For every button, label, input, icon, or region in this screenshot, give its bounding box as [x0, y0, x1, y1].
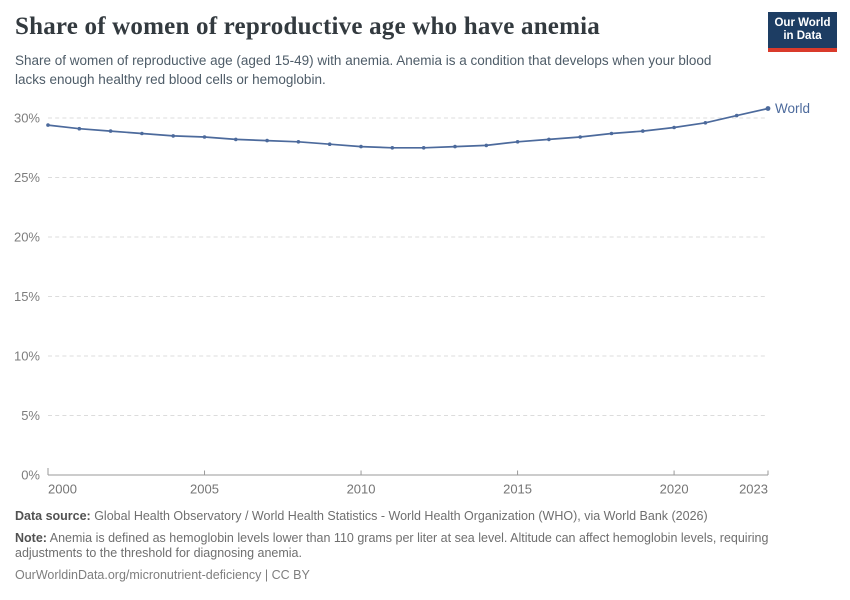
- data-point-2015[interactable]: [515, 140, 520, 144]
- data-point-2020[interactable]: [672, 125, 676, 130]
- x-axis-label-2020: 2020: [660, 482, 689, 497]
- y-axis-label-20: 20%: [14, 230, 40, 245]
- owid-logo-line1: Our World: [774, 17, 831, 29]
- data-point-2014[interactable]: [484, 143, 489, 148]
- data-point-2013[interactable]: [453, 144, 457, 149]
- series-line-world[interactable]: [47, 107, 769, 149]
- data-point-2003[interactable]: [140, 131, 144, 136]
- data-point-2017[interactable]: [578, 135, 582, 139]
- data-point-2021[interactable]: [703, 121, 708, 125]
- owid-logo-line2: in Data: [783, 30, 822, 42]
- data-point-2023[interactable]: [765, 106, 771, 111]
- data-point-2006[interactable]: [234, 137, 238, 142]
- data-point-2004[interactable]: [171, 134, 175, 138]
- x-axis-label-2023: 2023: [739, 482, 768, 497]
- y-axis-label-5: 5%: [21, 408, 40, 423]
- data-point-2019[interactable]: [641, 129, 645, 133]
- license-link[interactable]: CC BY: [271, 567, 310, 582]
- data-point-2010[interactable]: [359, 144, 363, 149]
- owid-logo[interactable]: Our World in Data: [768, 12, 837, 52]
- data-point-2011[interactable]: [390, 146, 395, 150]
- y-axis-label-10: 10%: [14, 349, 40, 364]
- data-source-line: Data source: Global Health Observatory /…: [15, 509, 827, 525]
- data-point-2012[interactable]: [421, 146, 426, 150]
- x-axis-label-2015: 2015: [503, 482, 532, 497]
- note-line: Note: Anemia is defined as hemoglobin le…: [15, 531, 827, 562]
- credit-line: OurWorldinData.org/micronutrient-deficie…: [15, 568, 827, 584]
- data-point-2016[interactable]: [547, 137, 551, 142]
- data-point-2008[interactable]: [296, 140, 301, 144]
- data-point-2002[interactable]: [108, 129, 113, 133]
- data-point-2022[interactable]: [734, 113, 739, 118]
- y-axis-label-15: 15%: [14, 289, 40, 304]
- x-axis-label-2010: 2010: [347, 482, 376, 497]
- data-source-text: Global Health Observatory / World Health…: [90, 509, 708, 523]
- chart-footer: Data source: Global Health Observatory /…: [15, 509, 827, 589]
- data-source-label: Data source:: [15, 509, 91, 523]
- chart-subtitle: Share of women of reproductive age (aged…: [15, 53, 712, 87]
- data-point-2009[interactable]: [327, 142, 332, 146]
- y-axis-label-0: 0%: [21, 468, 40, 483]
- note-label: Note:: [15, 530, 47, 545]
- y-axis-label-30: 30%: [14, 111, 40, 126]
- note-text: Anemia is defined as hemoglobin levels l…: [15, 530, 769, 561]
- data-point-2000[interactable]: [46, 123, 50, 127]
- data-point-2007[interactable]: [265, 138, 269, 143]
- x-axis-label-2000: 2000: [48, 482, 77, 497]
- series-label-world[interactable]: World: [775, 101, 810, 116]
- canonical-url-link[interactable]: OurWorldinData.org/micronutrient-deficie…: [15, 567, 262, 582]
- page-title: Share of women of reproductive age who h…: [15, 13, 600, 40]
- y-axis-label-25: 25%: [14, 170, 40, 185]
- credit-separator: |: [261, 567, 272, 582]
- x-axis-label-2005: 2005: [190, 482, 219, 497]
- data-point-2018[interactable]: [609, 131, 614, 136]
- data-point-2001[interactable]: [77, 126, 82, 131]
- data-point-2005[interactable]: [202, 135, 207, 139]
